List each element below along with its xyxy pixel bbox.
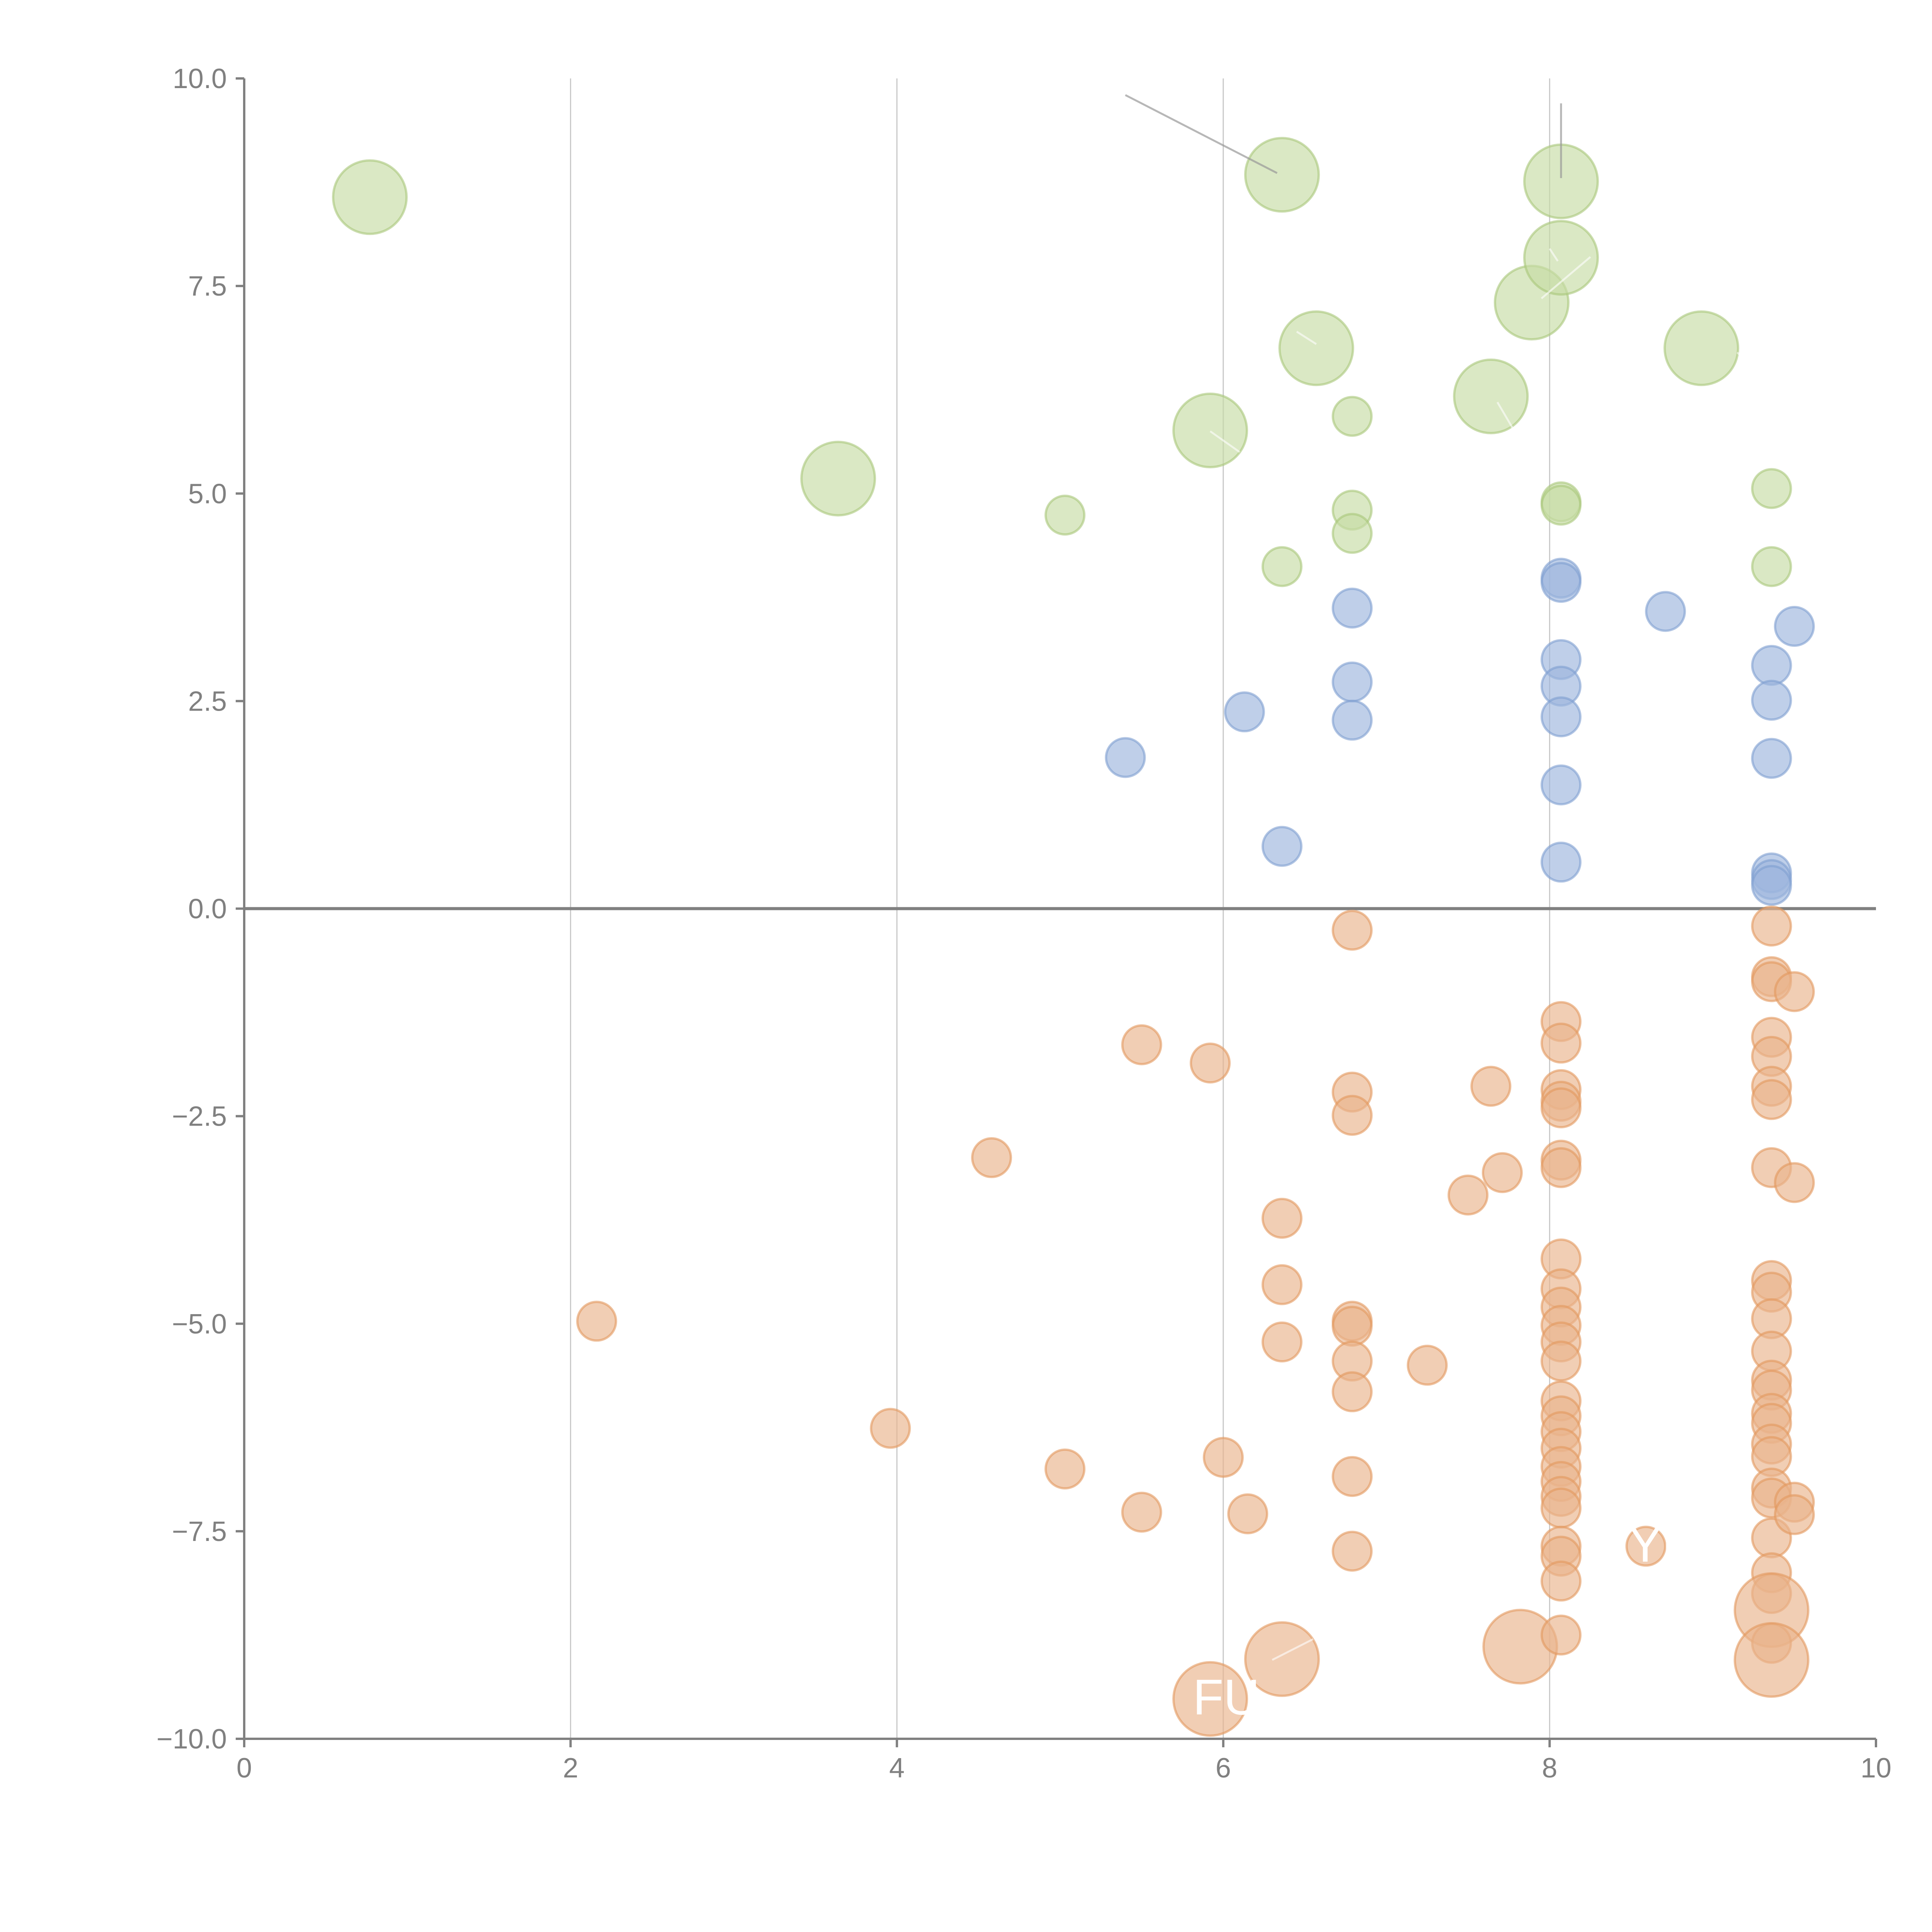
- point-orange[interactable]: [1774, 1162, 1815, 1203]
- y-tick-label: −7.5: [172, 1516, 227, 1547]
- point-orange[interactable]: [1447, 1174, 1489, 1216]
- point-orange[interactable]: [1540, 1340, 1582, 1382]
- point-orange[interactable]: [1121, 1024, 1162, 1065]
- point-orange[interactable]: [1261, 1197, 1303, 1239]
- annotations: FU YN: [1193, 1516, 1698, 1725]
- x-tick-label: 0: [236, 1753, 252, 1784]
- point-orange[interactable]: [1244, 1621, 1320, 1697]
- point-blue[interactable]: [1751, 738, 1792, 779]
- point-orange[interactable]: [1406, 1345, 1448, 1386]
- point-orange[interactable]: [1227, 1493, 1269, 1534]
- point-green[interactable]: [1332, 513, 1373, 554]
- leader-line: [1497, 401, 1518, 436]
- point-orange[interactable]: [870, 1408, 911, 1449]
- points: [332, 137, 1815, 1737]
- point-green[interactable]: [1663, 310, 1740, 386]
- point-orange[interactable]: [1733, 1622, 1810, 1698]
- point-green[interactable]: [1751, 546, 1792, 587]
- y-tick-label: 5.0: [188, 478, 227, 509]
- point-green[interactable]: [1453, 358, 1529, 434]
- x-tick-label: 8: [1542, 1753, 1557, 1784]
- point-blue[interactable]: [1540, 764, 1582, 806]
- point-blue[interactable]: [1774, 606, 1815, 647]
- point-blue[interactable]: [1751, 645, 1792, 686]
- point-orange[interactable]: [1332, 1095, 1373, 1136]
- point-green[interactable]: [1332, 396, 1373, 437]
- point-green[interactable]: [332, 159, 408, 235]
- point-orange[interactable]: [1121, 1492, 1162, 1533]
- point-green[interactable]: [1244, 137, 1320, 213]
- point-orange[interactable]: [1044, 1448, 1086, 1490]
- point-orange[interactable]: [971, 1137, 1012, 1179]
- x-tick-label: 10: [1861, 1753, 1891, 1784]
- point-green[interactable]: [1172, 392, 1248, 468]
- point-blue[interactable]: [1540, 842, 1582, 883]
- y-tick-label: 7.5: [188, 271, 227, 302]
- point-orange[interactable]: [576, 1301, 617, 1342]
- point-blue[interactable]: [1224, 691, 1265, 733]
- point-orange[interactable]: [1540, 1087, 1582, 1129]
- point-blue[interactable]: [1332, 587, 1373, 629]
- point-orange[interactable]: [1774, 971, 1815, 1012]
- point-blue[interactable]: [1105, 737, 1146, 778]
- y-tick-label: 10.0: [173, 63, 227, 94]
- point-orange[interactable]: [1751, 1079, 1792, 1120]
- x-tick-label: 6: [1216, 1753, 1231, 1784]
- point-orange[interactable]: [1540, 1487, 1582, 1529]
- y-tick-label: −2.5: [172, 1101, 227, 1132]
- point-orange[interactable]: [1332, 1456, 1373, 1497]
- point-blue[interactable]: [1645, 591, 1686, 632]
- point-orange[interactable]: [1190, 1043, 1231, 1084]
- point-green[interactable]: [1540, 485, 1582, 526]
- point-orange[interactable]: [1261, 1321, 1303, 1363]
- leader-line: [1736, 352, 1763, 378]
- point-orange[interactable]: [1540, 1147, 1582, 1188]
- x-tick-label: 2: [563, 1753, 578, 1784]
- leader-lines: [1125, 94, 1763, 1661]
- axes: 0 2 4 6 8 10 −10.0 −7.5 −5.0 −2.5 0.0 2.5 5.0 7.5 10.0: [156, 63, 1891, 1784]
- leader-line: [1296, 331, 1317, 345]
- point-green[interactable]: [800, 440, 876, 517]
- point-orange[interactable]: [1332, 910, 1373, 951]
- leader-line: [1272, 1638, 1314, 1661]
- point-orange[interactable]: [1540, 1560, 1582, 1602]
- point-blue[interactable]: [1540, 696, 1582, 738]
- point-blue[interactable]: [1332, 661, 1373, 702]
- point-orange[interactable]: [1751, 905, 1792, 947]
- x-tick-label: 4: [889, 1753, 905, 1784]
- point-orange[interactable]: [1625, 1526, 1667, 1567]
- point-orange[interactable]: [1332, 1531, 1373, 1572]
- point-green[interactable]: [1278, 310, 1354, 386]
- point-orange[interactable]: [1540, 1022, 1582, 1064]
- point-orange[interactable]: [1470, 1066, 1512, 1107]
- y-tick-label: −5.0: [172, 1309, 227, 1340]
- point-blue[interactable]: [1751, 680, 1792, 721]
- point-orange[interactable]: [1261, 1264, 1303, 1305]
- point-blue[interactable]: [1540, 562, 1582, 603]
- point-green[interactable]: [1044, 495, 1086, 536]
- leader-line: [1541, 256, 1591, 299]
- y-tick-label: −10.0: [156, 1724, 227, 1755]
- leader-line: [1549, 248, 1559, 262]
- point-green[interactable]: [1751, 468, 1792, 509]
- point-orange[interactable]: [1774, 1494, 1815, 1535]
- annotation-label: FU: [1193, 1669, 1260, 1725]
- point-orange[interactable]: [1481, 1152, 1523, 1193]
- leader-line: [1125, 94, 1278, 174]
- point-green[interactable]: [1261, 546, 1303, 587]
- point-orange[interactable]: [1172, 1661, 1248, 1737]
- annotation-label: YN: [1629, 1516, 1699, 1573]
- y-tick-label: 0.0: [188, 894, 227, 925]
- point-orange[interactable]: [1202, 1437, 1244, 1478]
- point-blue[interactable]: [1751, 865, 1792, 906]
- y-tick-label: 2.5: [188, 686, 227, 717]
- point-orange[interactable]: [1540, 1614, 1582, 1656]
- point-orange[interactable]: [1332, 1306, 1373, 1347]
- point-blue[interactable]: [1332, 699, 1373, 741]
- leader-line: [1209, 430, 1240, 453]
- point-green[interactable]: [1523, 220, 1599, 296]
- point-orange[interactable]: [1332, 1371, 1373, 1412]
- point-blue[interactable]: [1261, 826, 1303, 867]
